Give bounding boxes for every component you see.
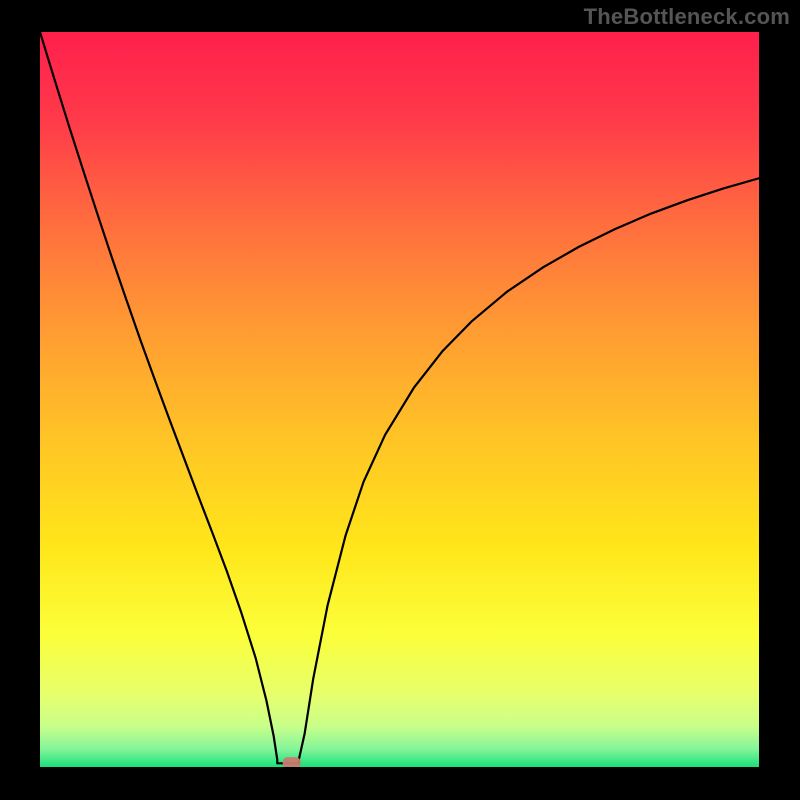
bottleneck-chart xyxy=(0,0,800,800)
optimal-point-marker xyxy=(283,757,301,768)
watermark-label: TheBottleneck.com xyxy=(584,4,790,30)
chart-plot-background xyxy=(40,32,759,767)
chart-container: TheBottleneck.com xyxy=(0,0,800,800)
